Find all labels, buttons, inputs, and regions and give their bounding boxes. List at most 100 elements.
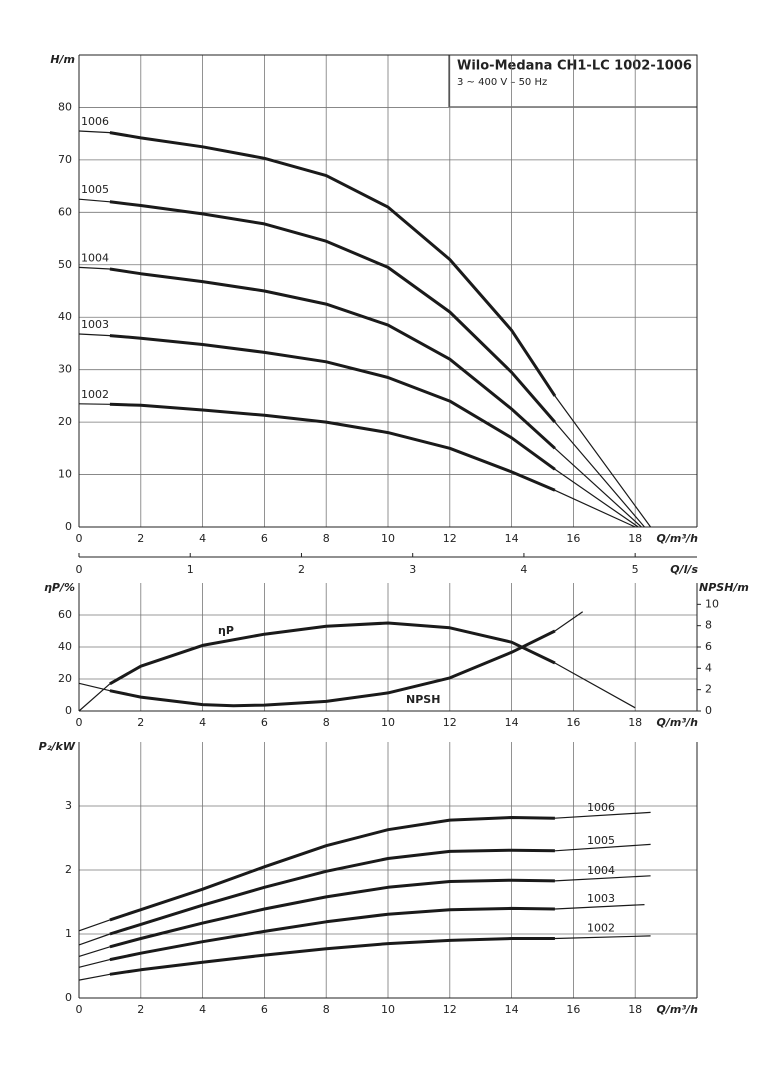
y-tick-label: 70 (58, 153, 72, 166)
y-tick-label: 40 (58, 310, 72, 323)
x-tick-label: 8 (323, 532, 330, 545)
series-label: 1005 (81, 183, 109, 196)
x-axis-label: Q/m³/h (657, 716, 699, 729)
series-label: ηP (218, 624, 234, 637)
x2-axis-label: Q/l/s (670, 563, 698, 576)
series-label: 1004 (81, 251, 109, 264)
curve-operating-range (109, 937, 555, 976)
x-tick-label: 0 (76, 532, 83, 545)
y2-tick-label: 6 (705, 640, 712, 653)
x-tick-label: 2 (137, 1003, 144, 1016)
x-tick-label: 6 (261, 716, 268, 729)
x-tick-label: 2 (137, 716, 144, 729)
x2-tick-label: 3 (409, 563, 416, 576)
x-axis-label: Q/m³/h (657, 1003, 699, 1016)
curve (78, 130, 652, 528)
x-tick-label: 2 (137, 532, 144, 545)
x-tick-label: 18 (628, 532, 642, 545)
series-label: 1002 (587, 921, 615, 934)
x-tick-label: 14 (505, 1003, 519, 1016)
y2-tick-label: 10 (705, 597, 719, 610)
curve-operating-range (109, 267, 556, 450)
y-tick-label: 60 (58, 205, 72, 218)
x-tick-label: 14 (505, 716, 519, 729)
chart-title: Wilo-Medana CH1-LC 1002-1006 (457, 59, 692, 74)
x-tick-label: 6 (261, 1003, 268, 1016)
curve-operating-range (109, 816, 555, 922)
y-tick-label: 20 (58, 672, 72, 685)
x-tick-label: 16 (566, 532, 580, 545)
y-tick-label: 30 (58, 363, 72, 376)
y2-tick-label: 0 (705, 704, 712, 717)
curve-operating-range (109, 200, 557, 424)
y2-tick-label: 4 (705, 661, 712, 674)
x-tick-label: 16 (566, 1003, 580, 1016)
x-tick-label: 10 (381, 716, 395, 729)
x-tick-label: 12 (443, 716, 457, 729)
curve-operating-range (109, 402, 556, 492)
curve-operating-range (109, 878, 555, 949)
series-label: 1003 (81, 318, 109, 331)
y-tick-label: 1 (65, 927, 72, 940)
x-tick-label: 4 (199, 532, 206, 545)
x-tick-label: 8 (323, 1003, 330, 1016)
x-tick-label: 18 (628, 1003, 642, 1016)
series-label: NPSH (406, 693, 440, 706)
y-axis-label: ηP/% (44, 581, 75, 594)
y-tick-label: 20 (58, 415, 72, 428)
y-tick-label: 0 (65, 520, 72, 533)
y-tick-label: 0 (65, 704, 72, 717)
x-tick-label: 14 (505, 532, 519, 545)
series-label: 1006 (81, 115, 109, 128)
curve (78, 333, 639, 528)
series-label: 1003 (587, 892, 615, 905)
x2-tick-label: 0 (76, 563, 83, 576)
curve-operating-range (109, 131, 557, 397)
series-label: 1006 (587, 801, 615, 814)
y-tick-label: 80 (58, 100, 72, 113)
x-tick-label: 0 (76, 716, 83, 729)
y-tick-label: 60 (58, 608, 72, 621)
y2-axis-label: NPSH/m (699, 581, 749, 594)
curve (78, 198, 645, 528)
x2-tick-label: 4 (520, 563, 527, 576)
x-tick-label: 10 (381, 532, 395, 545)
curve (78, 904, 645, 968)
y-axis-label: P₂/kW (39, 740, 76, 753)
y-axis-label: H/m (50, 53, 75, 66)
series-label: 1005 (587, 834, 615, 847)
x-tick-label: 10 (381, 1003, 395, 1016)
x-tick-label: 4 (199, 716, 206, 729)
y-tick-label: 3 (65, 799, 72, 812)
x-tick-label: 16 (566, 716, 580, 729)
x-tick-label: 4 (199, 1003, 206, 1016)
curve-operating-range (109, 334, 556, 471)
curve-operating-range (109, 621, 556, 686)
chart-subtitle: 3 ~ 400 V – 50 Hz (457, 77, 547, 88)
series-label: 1002 (81, 388, 109, 401)
curve (78, 935, 651, 981)
x2-tick-label: 2 (298, 563, 305, 576)
x-tick-label: 18 (628, 716, 642, 729)
x-axis-label: Q/m³/h (657, 532, 699, 545)
curve (78, 811, 651, 932)
x-tick-label: 12 (443, 1003, 457, 1016)
y-tick-label: 0 (65, 991, 72, 1004)
curve-operating-range (109, 629, 556, 708)
y-tick-label: 40 (58, 640, 72, 653)
x-tick-label: 8 (323, 716, 330, 729)
curve (78, 843, 651, 946)
curve (78, 266, 642, 528)
x-tick-label: 0 (76, 1003, 83, 1016)
y-tick-label: 50 (58, 258, 72, 271)
curve-operating-range (109, 848, 555, 936)
x-tick-label: 6 (261, 532, 268, 545)
y2-tick-label: 2 (705, 683, 712, 696)
y-tick-label: 2 (65, 863, 72, 876)
series-label: 1004 (587, 864, 615, 877)
y2-tick-label: 8 (705, 619, 712, 632)
x-tick-label: 12 (443, 532, 457, 545)
y-tick-label: 10 (58, 468, 72, 481)
curve-operating-range (109, 906, 555, 962)
